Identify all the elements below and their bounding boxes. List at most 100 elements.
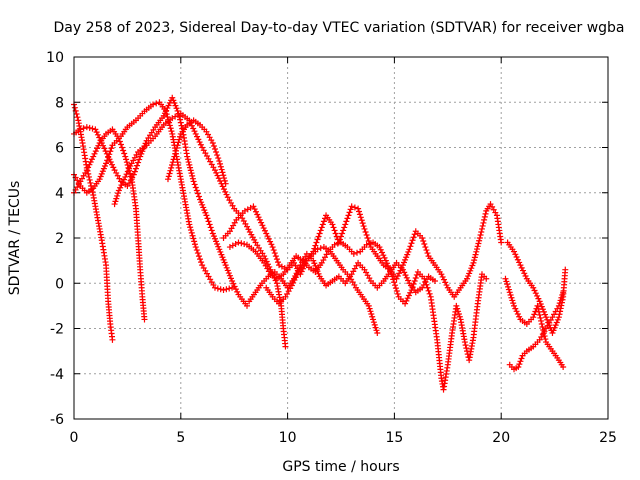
data-point — [549, 330, 556, 337]
axis-ticks: 0 5 10 15 20 25 -6 -4 -2 0 2 4 6 8 10 — [46, 50, 617, 446]
data-point — [453, 302, 460, 309]
marker-trail — [366, 240, 373, 247]
data-point — [483, 275, 490, 282]
marker-trail — [95, 217, 105, 241]
x-tick-label: 15 — [385, 430, 403, 446]
y-tick-label: 6 — [55, 141, 64, 157]
marker-trail — [73, 127, 82, 136]
marker-trail — [359, 244, 368, 253]
data-point — [470, 259, 477, 266]
marker-trail — [126, 119, 137, 129]
data-point — [282, 343, 289, 350]
marker-trail — [111, 128, 121, 140]
data-point — [103, 160, 110, 167]
marker-trail — [363, 269, 373, 282]
data-point — [122, 153, 129, 160]
marker-trail — [420, 276, 430, 288]
marker-trail — [244, 204, 254, 213]
data-point — [111, 201, 118, 208]
marker-trail — [346, 246, 355, 255]
marker-trail — [519, 317, 528, 326]
marker-trail — [331, 274, 340, 283]
data-point — [216, 246, 223, 253]
marker-trail — [237, 293, 249, 307]
marker-trail — [200, 264, 210, 277]
marker-trail — [292, 262, 302, 275]
marker-trail — [489, 203, 499, 216]
marker-trail — [544, 317, 554, 329]
marker-trail — [72, 181, 82, 193]
marker-trail — [271, 296, 280, 305]
marker-trail — [427, 255, 437, 266]
marker-trail — [311, 233, 322, 252]
marker-trail — [228, 219, 238, 232]
data-point — [342, 221, 349, 228]
marker-trail — [194, 133, 204, 148]
marker-trail — [145, 126, 157, 141]
marker-trail — [91, 178, 102, 189]
marker-trail — [537, 300, 548, 318]
data-point — [122, 173, 129, 180]
marker-trail — [281, 264, 292, 275]
marker-trail — [226, 197, 236, 209]
data-point — [92, 126, 99, 133]
marker-trail — [193, 247, 205, 266]
marker-trail — [229, 241, 239, 249]
marker-trail — [86, 124, 96, 132]
data-point — [329, 221, 336, 228]
data-point — [534, 302, 541, 309]
marker-trail — [343, 273, 354, 284]
data-point — [543, 314, 550, 321]
marker-trail — [318, 275, 328, 287]
marker-trail — [235, 210, 246, 221]
marker-trail — [403, 289, 414, 304]
data-point — [90, 153, 97, 160]
marker-trail — [377, 246, 388, 261]
marker-trail — [484, 203, 493, 212]
marker-trail — [525, 316, 535, 325]
marker-trail — [264, 287, 275, 298]
marker-trail — [204, 215, 215, 234]
marker-trail — [198, 199, 209, 216]
marker-trail — [130, 151, 140, 164]
x-tick-label: 20 — [492, 430, 510, 446]
data-point — [348, 203, 355, 210]
marker-trail — [320, 251, 330, 264]
data-point — [197, 196, 204, 203]
marker-trail — [538, 328, 548, 340]
data-point — [211, 284, 218, 291]
marker-trail — [310, 248, 319, 257]
marker-trail — [357, 262, 366, 271]
data-point — [502, 275, 509, 282]
marker-trail — [407, 282, 418, 294]
marker-trail — [328, 250, 339, 262]
marker-trail — [187, 224, 198, 248]
data-point — [511, 302, 518, 309]
marker-trail — [99, 240, 109, 266]
y-tick-label: 0 — [55, 276, 64, 292]
series-track-9 — [263, 244, 381, 337]
data-point — [171, 153, 178, 160]
marker-trail — [262, 255, 273, 270]
data-point — [399, 266, 406, 273]
marker-trail — [351, 204, 358, 211]
marker-trail — [382, 263, 391, 272]
marker-trail — [184, 156, 196, 182]
data-point — [216, 158, 223, 165]
plot-frame — [73, 56, 609, 420]
marker-trail — [238, 240, 248, 248]
data-point — [115, 135, 122, 142]
marker-trail — [311, 260, 322, 277]
marker-trail — [131, 156, 143, 175]
y-tick-label: 2 — [55, 231, 64, 247]
marker-trail — [324, 214, 334, 226]
marker-trail — [370, 280, 379, 289]
series-track-7 — [220, 201, 505, 300]
marker-trail — [439, 273, 450, 289]
marker-trail — [80, 125, 87, 132]
data-point — [229, 284, 236, 291]
marker-trail — [223, 285, 233, 293]
data-point — [235, 239, 242, 246]
data-point — [363, 241, 370, 248]
data-point — [393, 275, 400, 282]
